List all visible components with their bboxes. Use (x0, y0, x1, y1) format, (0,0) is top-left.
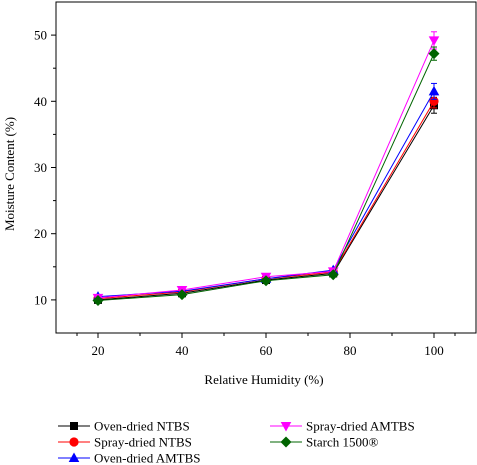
legend-label: Spray-dried AMTBS (306, 419, 415, 434)
legend-item: Oven-dried NTBS (58, 419, 190, 434)
legend-marker (68, 452, 80, 462)
legend-item: Spray-dried AMTBS (270, 419, 415, 434)
x-tick-label: 80 (344, 343, 357, 358)
x-axis-title: Relative Humidity (%) (204, 372, 323, 387)
series-line (97, 101, 435, 300)
data-point (327, 269, 339, 281)
x-tick-label: 40 (176, 343, 189, 358)
x-tick-label: 60 (260, 343, 273, 358)
series-3 (92, 82, 440, 301)
data-point (428, 85, 440, 96)
legend-item: Starch 1500® (270, 435, 378, 450)
x-axis: 20 40 60 80 100 (76, 333, 456, 358)
y-tick-label: 50 (34, 28, 47, 43)
data-point (176, 289, 188, 301)
series-line (97, 53, 435, 302)
legend-marker (280, 436, 292, 448)
series-4 (92, 31, 440, 304)
x-tick-label: 100 (424, 343, 444, 358)
series-line (97, 105, 435, 301)
legend-marker (69, 437, 79, 447)
y-axis: 10 20 30 40 50 (34, 28, 56, 307)
series-line (97, 40, 435, 299)
legend-marker (280, 422, 292, 432)
legend-label: Spray-dried NTBS (94, 435, 192, 450)
series-line (97, 91, 435, 298)
legend-marker (70, 422, 78, 430)
data-point (92, 295, 104, 307)
series-2 (93, 94, 439, 304)
legend-label: Oven-dried NTBS (94, 419, 190, 434)
legend-label: Oven-dried AMTBS (94, 451, 201, 465)
data-point (428, 36, 440, 46)
data-point (260, 275, 272, 287)
x-tick-label: 20 (92, 343, 105, 358)
legend-label: Starch 1500® (306, 435, 378, 450)
series-layer (92, 31, 440, 307)
y-tick-label: 40 (34, 94, 47, 109)
y-tick-label: 10 (34, 292, 47, 307)
legend-item: Spray-dried NTBS (58, 435, 192, 450)
y-tick-label: 30 (34, 160, 47, 175)
data-point (428, 48, 440, 60)
legend-item: Oven-dried AMTBS (58, 451, 201, 465)
series-5 (92, 46, 440, 307)
y-tick-label: 20 (34, 226, 47, 241)
y-axis-title: Moisture Content (%) (2, 117, 17, 231)
